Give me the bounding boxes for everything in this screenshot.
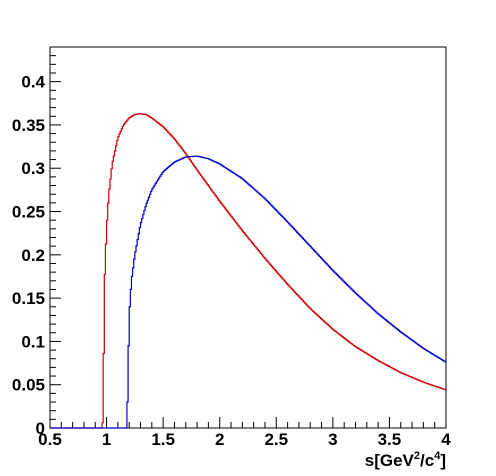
- y-tick-label: 0.25: [12, 203, 45, 222]
- y-tick-label: 0.15: [12, 289, 45, 308]
- x-tick-label: 0.5: [38, 430, 62, 449]
- y-tick-label: 0.1: [21, 332, 45, 351]
- y-tick-label: 0.2: [21, 246, 45, 265]
- y-tick-label: 0.3: [21, 159, 45, 178]
- x-tick-label: 4: [441, 430, 451, 449]
- x-tick-label: 1: [102, 430, 111, 449]
- x-axis-title-base: s[GeV: [365, 451, 415, 470]
- x-axis-title-mid: /c: [420, 451, 434, 470]
- y-tick-label: 0.05: [12, 376, 45, 395]
- y-tick-label: 0.4: [21, 73, 45, 92]
- x-axis-title-sup2: 4: [434, 450, 441, 462]
- y-tick-label: 0.35: [12, 116, 45, 135]
- x-axis-title: s[GeV2/c4]: [365, 450, 446, 470]
- series-layer: [50, 113, 446, 429]
- x-tick-label: 3.5: [378, 430, 402, 449]
- x-tick-label: 1.5: [151, 430, 175, 449]
- tick-labels: 0.5 1 1.5 2 2.5 3 3.5 4 0 0.05 0.1 0.15 0.2 0.25 0.3 0.…: [12, 73, 451, 449]
- series-line-1: [50, 113, 446, 429]
- series-line-2: [50, 155, 446, 429]
- x-tick-label: 2.5: [264, 430, 288, 449]
- x-axis-title-end: ]: [440, 451, 446, 470]
- y-tick-label: 0: [36, 419, 45, 438]
- axis-ticks: [49, 46, 447, 429]
- x-tick-label: 3: [328, 430, 337, 449]
- x-axis-title-sup1: 2: [414, 450, 420, 462]
- x-tick-label: 2: [215, 430, 224, 449]
